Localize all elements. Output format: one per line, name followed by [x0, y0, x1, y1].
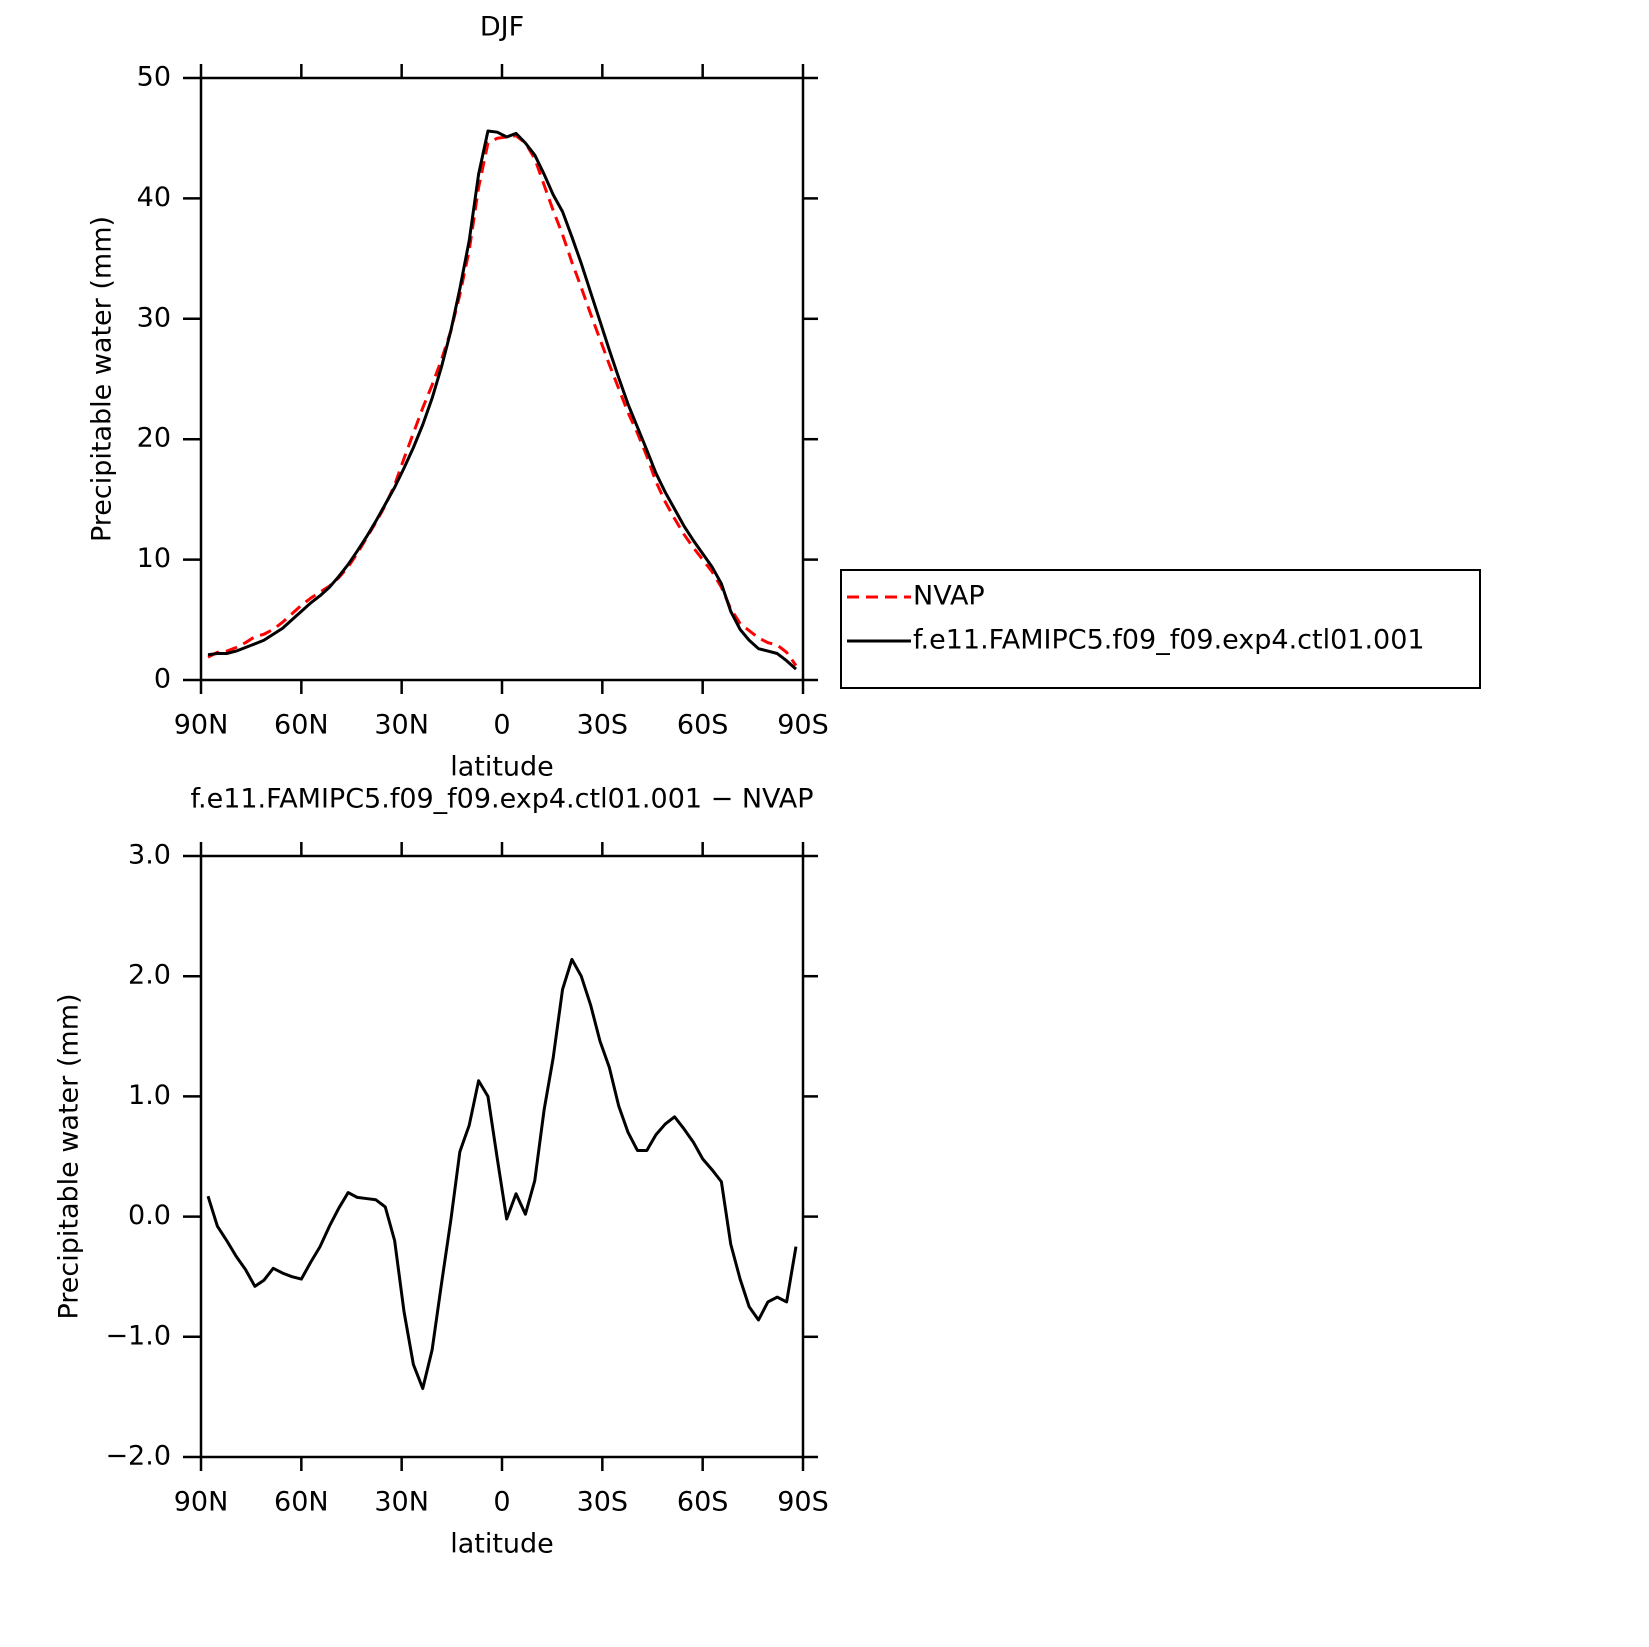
chart-title: f.e11.FAMIPC5.f09_f09.exp4.ctl01.001 − N…	[190, 784, 813, 815]
y-axis-label: Precipitable water (mm)	[87, 216, 118, 542]
x-axis-label: latitude	[450, 1529, 554, 1560]
y-tick-label: 20	[137, 423, 171, 454]
y-tick-label: 30	[137, 302, 171, 333]
y-tick-label: 3.0	[128, 840, 171, 871]
x-tick-label: 30N	[374, 1487, 429, 1518]
x-tick-label: 90S	[777, 710, 829, 741]
chart-title: DJF	[480, 12, 524, 43]
y-tick-label: −1.0	[105, 1320, 171, 1351]
x-tick-label: 30S	[577, 1487, 629, 1518]
x-tick-label: 0	[493, 1487, 510, 1518]
y-tick-label: 2.0	[128, 960, 171, 991]
legend-label: NVAP	[913, 581, 985, 612]
x-tick-label: 30S	[577, 710, 629, 741]
legend-label: f.e11.FAMIPC5.f09_f09.exp4.ctl01.001	[913, 625, 1425, 656]
x-axis-label: latitude	[450, 752, 554, 783]
y-tick-label: 10	[137, 543, 171, 574]
x-tick-label: 0	[493, 710, 510, 741]
data-line	[206, 957, 798, 1390]
y-tick-label: −2.0	[105, 1441, 171, 1472]
x-tick-label: 90S	[777, 1487, 829, 1518]
y-tick-label: 0	[154, 664, 171, 695]
legend-box	[840, 569, 1481, 689]
plot-frame	[199, 854, 805, 1459]
x-tick-label: 60S	[677, 1487, 729, 1518]
y-tick-label: 50	[137, 62, 171, 93]
x-tick-label: 60N	[274, 710, 329, 741]
y-tick-label: 0.0	[128, 1200, 171, 1231]
data-line	[207, 134, 798, 667]
y-tick-label: 1.0	[128, 1080, 171, 1111]
x-tick-label: 60S	[677, 710, 729, 741]
plot-frame	[199, 76, 805, 682]
x-tick-label: 60N	[274, 1487, 329, 1518]
x-tick-label: 90N	[174, 1487, 229, 1518]
data-line	[207, 129, 797, 671]
x-tick-label: 30N	[374, 710, 429, 741]
y-axis-label: Precipitable water (mm)	[54, 993, 85, 1319]
y-tick-label: 40	[137, 182, 171, 213]
x-tick-label: 90N	[174, 710, 229, 741]
